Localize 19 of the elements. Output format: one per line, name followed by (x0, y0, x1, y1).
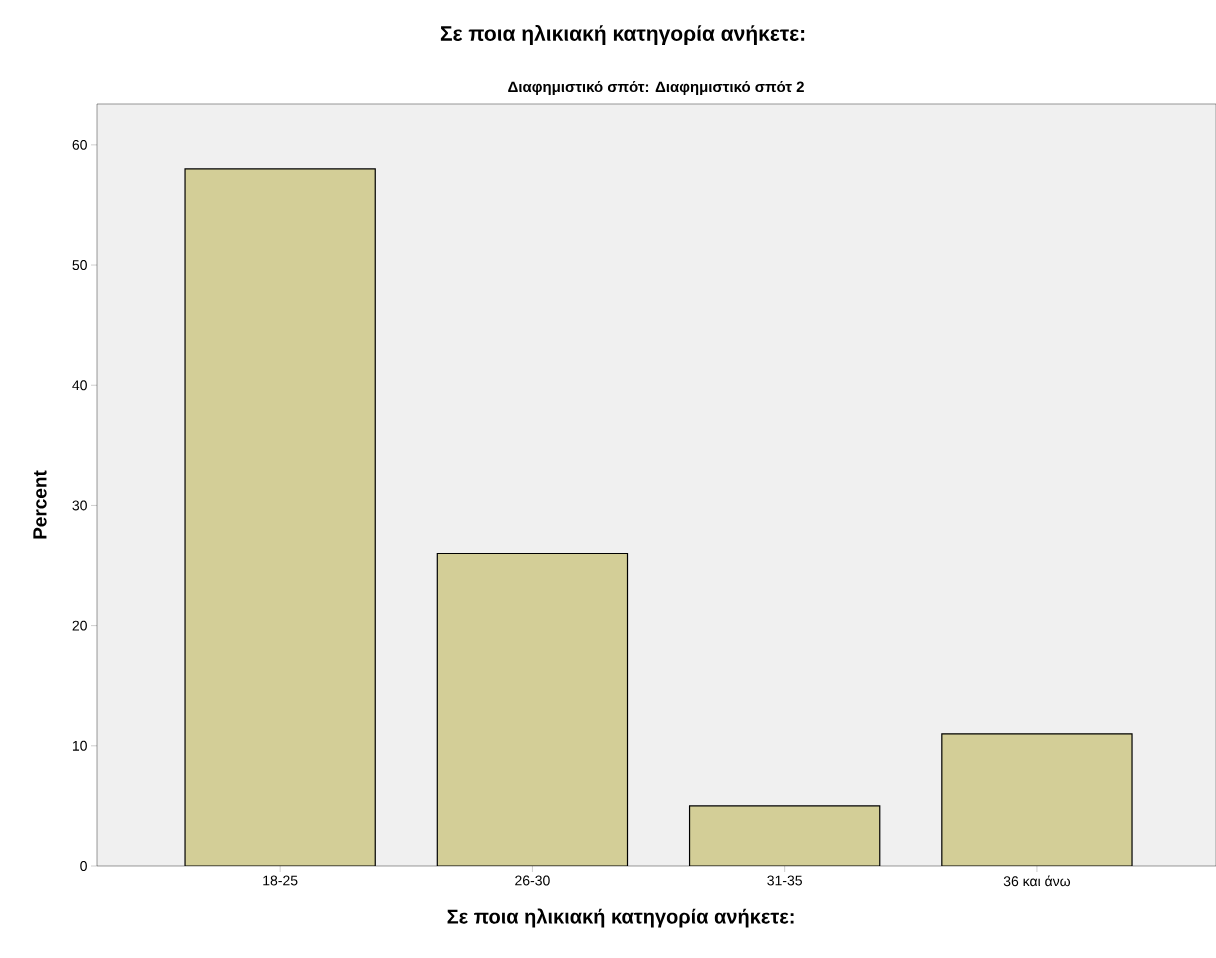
x-tick-label: 31-35 (767, 875, 802, 886)
x-tick-label: 18-25 (263, 875, 298, 886)
bar (436, 552, 629, 866)
y-tick-label: 20 (72, 620, 87, 631)
x-tick-label: 26-30 (515, 875, 550, 886)
x-axis-title: Σε ποια ηλικιακή κατηγορία ανήκετε: (447, 908, 794, 928)
chart-subtitle: Διαφημιστικό σπότ: Διαφημιστικό σπότ 2 (508, 80, 804, 96)
y-tick-label: 30 (72, 500, 87, 511)
y-tick-label: 60 (72, 139, 87, 150)
bar (941, 733, 1133, 866)
y-tick-label: 0 (80, 861, 87, 871)
y-tick-label: 40 (72, 380, 87, 391)
y-tick-label: 50 (72, 260, 87, 270)
bar (184, 168, 376, 866)
y-tick-label: 10 (72, 740, 87, 751)
x-tick-label: 36 και άνω (1003, 875, 1071, 887)
bar (689, 805, 880, 866)
y-axis-title: Percent (33, 470, 47, 539)
chart-title: Σε ποια ηλικιακή κατηγορία ανήκετε: (440, 24, 805, 46)
